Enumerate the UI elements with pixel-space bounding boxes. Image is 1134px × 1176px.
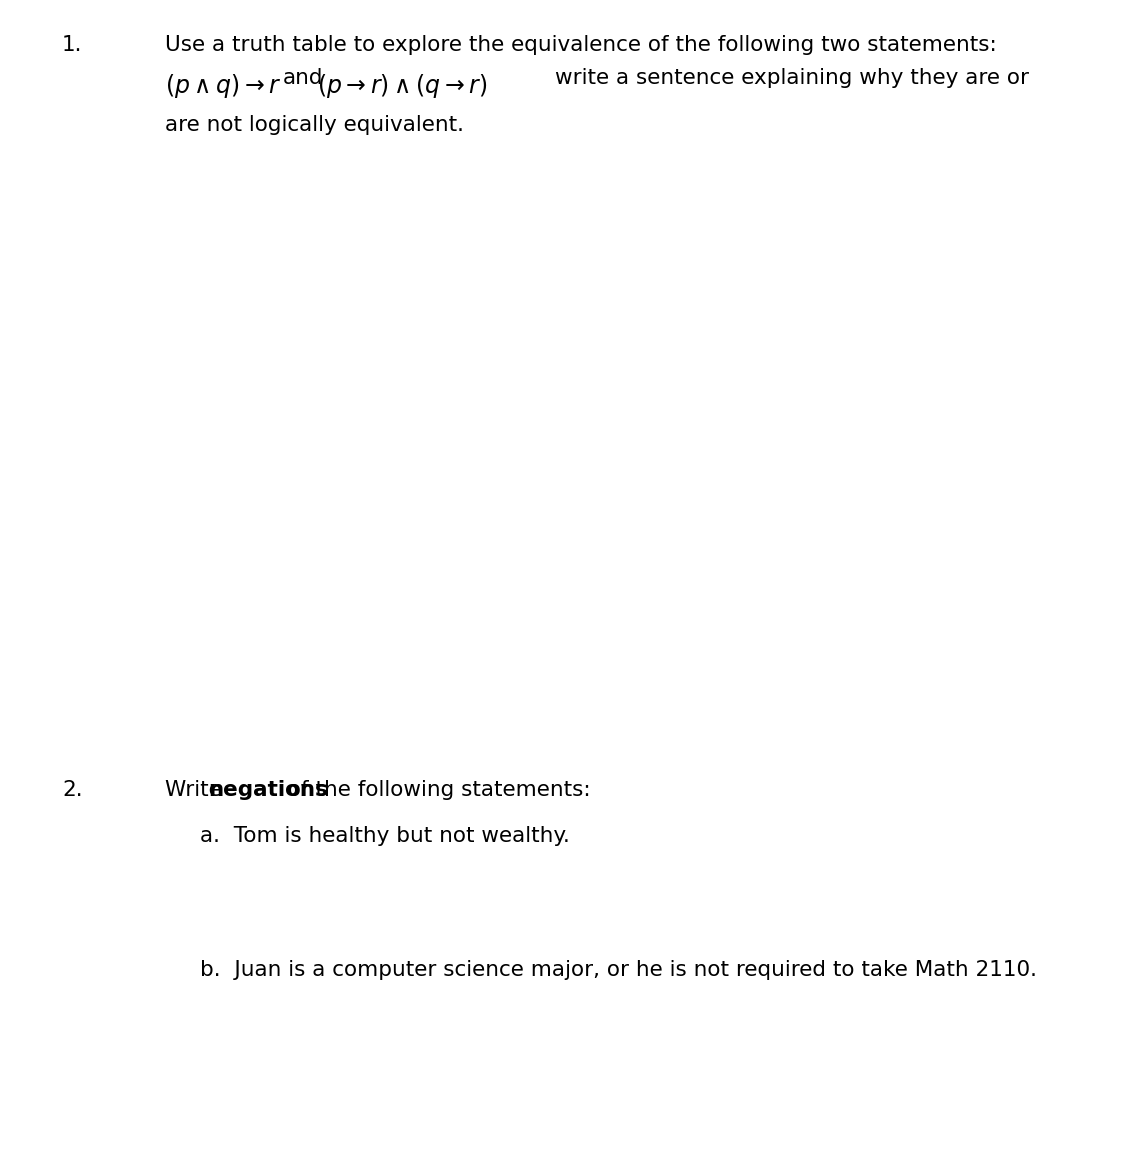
- Text: a.  Tom is healthy but not wealthy.: a. Tom is healthy but not wealthy.: [200, 826, 570, 846]
- Text: of the following statements:: of the following statements:: [281, 780, 591, 800]
- Text: 1.: 1.: [62, 35, 83, 55]
- Text: write a sentence explaining why they are or: write a sentence explaining why they are…: [555, 68, 1029, 88]
- Text: Write: Write: [166, 780, 229, 800]
- Text: b.  Juan is a computer science major, or he is not required to take Math 2110.: b. Juan is a computer science major, or …: [200, 960, 1036, 980]
- Text: negations: negations: [208, 780, 328, 800]
- Text: $(p \wedge q) \rightarrow r$: $(p \wedge q) \rightarrow r$: [166, 72, 282, 100]
- Text: and: and: [284, 68, 323, 88]
- Text: Use a truth table to explore the equivalence of the following two statements:: Use a truth table to explore the equival…: [166, 35, 997, 55]
- Text: $(p \rightarrow r) \wedge (q \rightarrow r)$: $(p \rightarrow r) \wedge (q \rightarrow…: [318, 72, 488, 100]
- Text: 2.: 2.: [62, 780, 83, 800]
- Text: are not logically equivalent.: are not logically equivalent.: [166, 115, 464, 135]
